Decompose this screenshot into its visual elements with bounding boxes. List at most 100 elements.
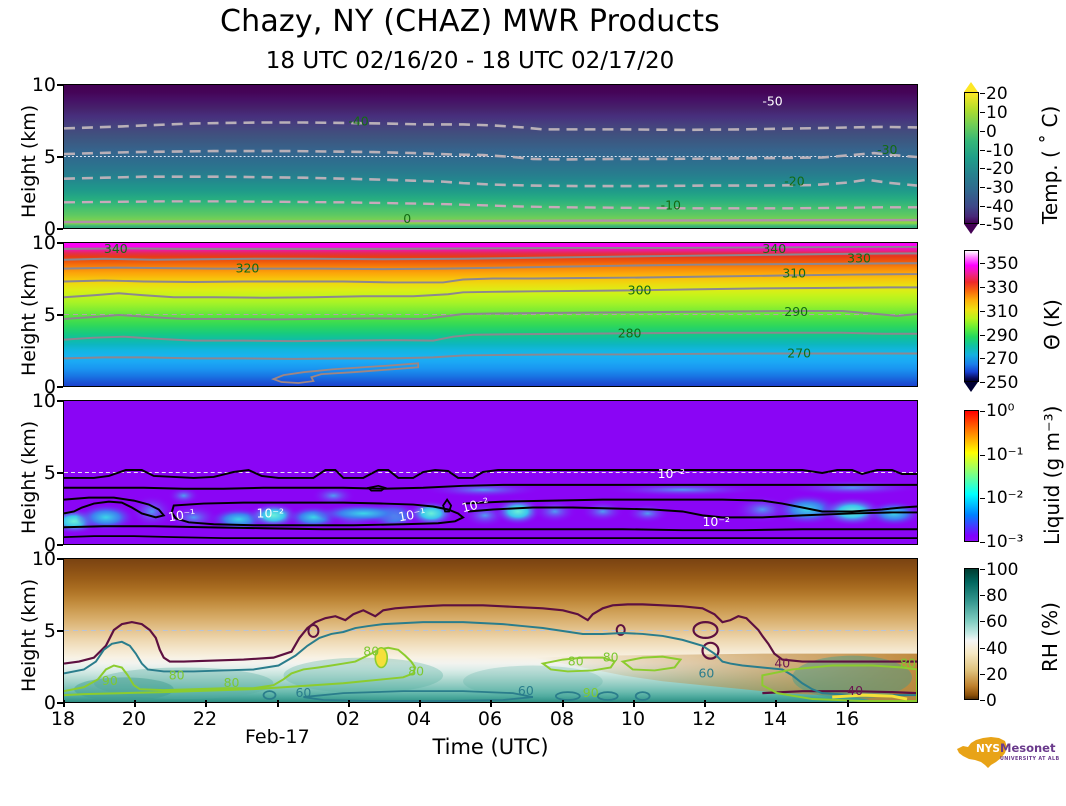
x-tickmark [63,700,65,707]
colorbar-temperature [964,92,979,224]
svg-text:10⁻¹: 10⁻¹ [167,506,196,525]
svg-text:330: 330 [847,251,871,266]
svg-text:340: 340 [762,242,786,256]
panel-liquid: 10⁻¹ 10⁻² 10⁻¹ 10⁻² 10⁻² 10⁻² [63,400,918,545]
cb-tickmark [980,542,985,544]
svg-text:80: 80 [169,667,185,682]
svg-text:80: 80 [900,656,916,671]
svg-text:340: 340 [104,242,128,256]
x-tick-day-label: Feb-17 [245,726,310,748]
rh-contours: 90 80 80 80 80 80 80 80 60 60 60 40 40 9… [64,603,917,702]
svg-text:80: 80 [224,675,240,690]
cb-tick-temp--50: -50 [986,215,1014,235]
cb-tickmark [980,455,985,457]
cb-tick-theta-310: 310 [986,302,1019,322]
svg-text:80: 80 [568,654,584,669]
cb-tick-theta-350: 350 [986,254,1019,274]
svg-text:0: 0 [403,211,411,226]
colorbar-label-rh: RH (%) [1038,602,1062,672]
cb-tickmark [980,168,985,170]
x-tick-22: 22 [192,708,218,730]
svg-text:60: 60 [518,683,534,698]
x-tickmark [847,700,849,707]
cb-tickmark [980,131,985,133]
cb-tickmark [980,206,985,208]
cb-tickmark [980,311,985,313]
y-axis-label-rh: Height (km) [18,578,40,692]
cb-tick-temp--20: -20 [986,159,1014,179]
x-tickmark [775,700,777,707]
svg-text:270: 270 [787,345,811,360]
cb-tickmark [980,498,985,500]
x-tickmark [562,700,564,707]
cb-tickmark [980,224,985,226]
x-tickmark [419,700,421,707]
cb-tick-rh-20: 20 [986,665,1008,685]
colorbar-theta-arrow-max [963,240,978,250]
cb-tick-theta-330: 330 [986,278,1019,298]
svg-text:60: 60 [295,685,311,700]
y-axis-label-theta: Height (km) [18,262,40,376]
x-tick-08: 08 [549,708,575,730]
y-tickmark [57,630,63,632]
cb-tickmark [980,112,985,114]
svg-text:90: 90 [102,673,118,688]
cb-tickmark [980,93,985,95]
cb-tickmark [980,411,985,413]
x-axis-label: Time (UTC) [432,735,549,759]
x-tick-18: 18 [50,708,76,730]
cb-tickmark [980,648,985,650]
y-tickmark [57,314,63,316]
svg-text:-30: -30 [877,142,897,157]
svg-text:280: 280 [618,326,642,341]
colorbar-liquid [964,410,979,542]
y-tick-liquid-0: 0 [43,534,56,556]
logo-svg: NYS Mesonet UNIVERSITY AT ALBANY [957,737,1066,768]
cb-tick-theta-290: 290 [986,326,1019,346]
x-tick-14: 14 [762,708,788,730]
y-tickmark [57,558,63,560]
x-tick-06: 06 [477,708,503,730]
x-tick-12: 12 [691,708,717,730]
y-tickmark [57,242,63,244]
cb-tickmark [980,335,985,337]
cb-tick-temp-10: 10 [986,103,1008,123]
colorbar-theta [964,250,979,382]
y-tickmark [57,228,63,230]
y-tick-theta-5: 5 [43,304,56,326]
nys-mesonet-logo: NYS Mesonet UNIVERSITY AT ALBANY [955,735,1066,771]
cb-tick-temp--30: -30 [986,178,1014,198]
y-tick-temp-5: 5 [43,146,56,168]
panel-temperature: -50 -40 -30 -20 -10 0 [63,84,918,229]
svg-text:-40: -40 [348,114,368,129]
page-title: Chazy, NY (CHAZ) MWR Products [219,4,720,39]
page-subtitle: 18 UTC 02/16/20 - 18 UTC 02/17/20 [265,48,675,74]
cb-tick-rh-80: 80 [986,586,1008,606]
logo-nys-text: NYS [976,743,1000,755]
svg-text:10⁻²: 10⁻² [658,466,685,481]
colorbar-temp-arrow-max [963,82,978,92]
x-tickmark [348,700,350,707]
cb-tickmark [980,358,985,360]
svg-text:40: 40 [774,656,790,671]
panel-rh: 90 80 80 80 80 80 80 80 60 60 60 40 40 9… [63,558,918,703]
cb-tickmark [980,569,985,571]
svg-text:10⁻¹: 10⁻¹ [397,505,427,524]
svg-text:60: 60 [699,665,715,680]
y-axis-label-liquid: Height (km) [18,420,40,534]
cb-tick-temp-0: 0 [986,122,997,142]
x-tickmark [633,700,635,707]
svg-text:80: 80 [603,650,619,665]
cb-tick-rh-0: 0 [986,691,997,711]
svg-text:80: 80 [363,644,379,659]
cb-tickmark [980,150,985,152]
svg-text:-10: -10 [661,197,681,212]
panel-theta: 340 340 320 330 310 300 290 280 270 [63,242,918,387]
svg-text:80: 80 [408,663,424,678]
cb-tick-liquid-1e-1: 10⁻¹ [986,445,1024,465]
cb-tickmark [980,263,985,265]
x-tickmark [490,700,492,707]
cb-tick-temp--10: -10 [986,141,1014,161]
cb-tick-rh-100: 100 [986,560,1019,580]
y-tickmark [57,702,63,704]
